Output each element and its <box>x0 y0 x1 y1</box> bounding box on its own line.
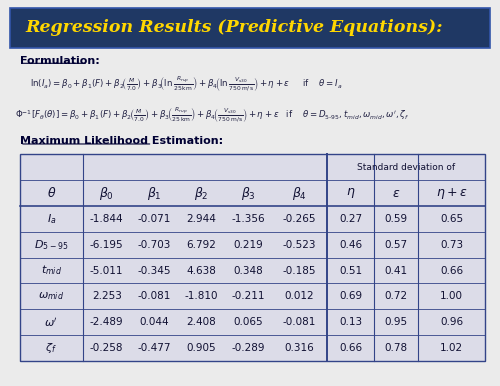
Text: -0.523: -0.523 <box>282 240 316 250</box>
Text: 0.66: 0.66 <box>440 266 463 276</box>
Text: 2.408: 2.408 <box>186 317 216 327</box>
Text: 0.41: 0.41 <box>384 266 407 276</box>
Text: 0.57: 0.57 <box>384 240 407 250</box>
Text: -0.185: -0.185 <box>282 266 316 276</box>
Text: -1.844: -1.844 <box>90 214 124 224</box>
Text: 0.73: 0.73 <box>440 240 463 250</box>
FancyBboxPatch shape <box>20 154 485 361</box>
Text: $\beta_2$: $\beta_2$ <box>194 185 208 201</box>
Text: $\varepsilon$: $\varepsilon$ <box>392 186 400 200</box>
Text: $\omega_{mid}$: $\omega_{mid}$ <box>38 291 64 302</box>
Text: $\Phi^{-1}[F_\theta(\theta)] = \beta_0 + \beta_1(F) + \beta_2\!\left(\frac{M}{7.: $\Phi^{-1}[F_\theta(\theta)] = \beta_0 +… <box>15 105 409 125</box>
Text: 6.792: 6.792 <box>186 240 216 250</box>
Text: $D_{5-95}$: $D_{5-95}$ <box>34 238 68 252</box>
Text: -0.258: -0.258 <box>90 343 124 353</box>
Text: 0.065: 0.065 <box>234 317 263 327</box>
Text: $\beta_4$: $\beta_4$ <box>292 185 307 201</box>
Text: 0.72: 0.72 <box>384 291 407 301</box>
Text: -1.810: -1.810 <box>184 291 218 301</box>
Text: 2.253: 2.253 <box>92 291 122 301</box>
Text: -0.071: -0.071 <box>137 214 170 224</box>
Text: 0.96: 0.96 <box>440 317 463 327</box>
Text: $I_a$: $I_a$ <box>46 212 56 226</box>
Text: $t_{mid}$: $t_{mid}$ <box>41 264 62 278</box>
Text: Maximum Likelihood Estimation:: Maximum Likelihood Estimation: <box>20 136 223 146</box>
Text: $\eta$: $\eta$ <box>346 186 356 200</box>
Text: 0.13: 0.13 <box>339 317 362 327</box>
Text: 0.95: 0.95 <box>384 317 407 327</box>
Text: 0.59: 0.59 <box>384 214 407 224</box>
Text: 0.51: 0.51 <box>339 266 362 276</box>
Text: 0.219: 0.219 <box>234 240 263 250</box>
Text: 0.66: 0.66 <box>339 343 362 353</box>
Text: -0.265: -0.265 <box>282 214 316 224</box>
Text: Standard deviation of: Standard deviation of <box>357 163 455 172</box>
Text: 0.65: 0.65 <box>440 214 463 224</box>
Text: Regression Results (Predictive Equations):: Regression Results (Predictive Equations… <box>25 19 442 36</box>
Text: 0.012: 0.012 <box>284 291 314 301</box>
Text: 0.46: 0.46 <box>339 240 362 250</box>
Text: -0.081: -0.081 <box>137 291 170 301</box>
Text: -2.489: -2.489 <box>90 317 124 327</box>
Text: $\beta_1$: $\beta_1$ <box>146 185 162 201</box>
Text: 0.316: 0.316 <box>284 343 314 353</box>
Text: 4.638: 4.638 <box>186 266 216 276</box>
Text: $\ln(I_a) = \beta_0 + \beta_1(F) + \beta_2\!\left(\frac{M}{7.0}\right)+ \beta_3\: $\ln(I_a) = \beta_0 + \beta_1(F) + \beta… <box>30 74 342 94</box>
Text: $\theta$: $\theta$ <box>46 186 56 200</box>
Text: -0.703: -0.703 <box>137 240 170 250</box>
Text: 0.69: 0.69 <box>339 291 362 301</box>
Text: -5.011: -5.011 <box>90 266 124 276</box>
FancyBboxPatch shape <box>10 8 490 48</box>
Text: -0.211: -0.211 <box>232 291 265 301</box>
Text: -0.345: -0.345 <box>137 266 170 276</box>
Text: -0.081: -0.081 <box>283 317 316 327</box>
Text: $\beta_3$: $\beta_3$ <box>241 185 256 201</box>
Text: 0.044: 0.044 <box>139 317 168 327</box>
Text: 1.02: 1.02 <box>440 343 463 353</box>
Text: $\zeta_f$: $\zeta_f$ <box>46 341 58 355</box>
Text: -6.195: -6.195 <box>90 240 124 250</box>
Text: 0.905: 0.905 <box>186 343 216 353</box>
Text: -1.356: -1.356 <box>232 214 265 224</box>
Text: -0.477: -0.477 <box>137 343 170 353</box>
Text: 2.944: 2.944 <box>186 214 216 224</box>
Text: Formulation:: Formulation: <box>20 56 100 66</box>
Text: $\omega^{\prime}$: $\omega^{\prime}$ <box>44 316 59 329</box>
Text: 0.348: 0.348 <box>234 266 263 276</box>
Text: 0.27: 0.27 <box>339 214 362 224</box>
Text: 0.78: 0.78 <box>384 343 407 353</box>
Text: 1.00: 1.00 <box>440 291 463 301</box>
Text: -0.289: -0.289 <box>232 343 265 353</box>
Text: $\beta_0$: $\beta_0$ <box>99 185 114 201</box>
Text: $\eta+\varepsilon$: $\eta+\varepsilon$ <box>436 186 468 201</box>
